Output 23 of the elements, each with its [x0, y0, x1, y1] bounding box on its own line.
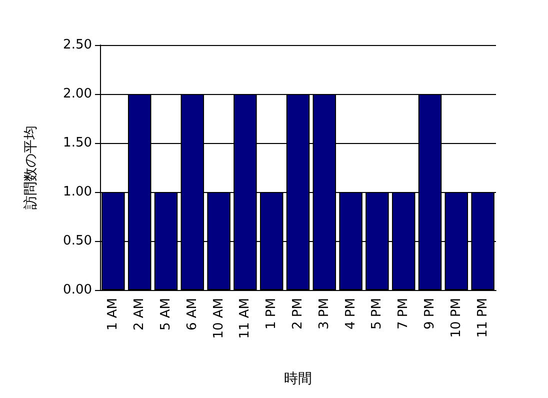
x-tick-label: 11 AM	[238, 298, 253, 339]
x-tick-label: 2 AM	[132, 298, 148, 331]
y-tick-label: 2.00	[63, 86, 92, 102]
x-tick-label: 1 PM	[264, 298, 280, 330]
x-tick-label: 7 PM	[396, 298, 412, 330]
x-tick-label: 5 PM	[370, 298, 385, 330]
y-tick-label: 1.50	[63, 136, 92, 150]
y-tick-label: 0.50	[63, 234, 92, 248]
x-tick-label: 5 AM	[158, 298, 174, 331]
y-tick-label: 0.00	[63, 282, 92, 298]
y-tick-label: 1.00	[63, 184, 92, 200]
x-axis-title: 時間	[284, 371, 312, 387]
x-tick-label: 3 PM	[316, 298, 332, 330]
x-tick-label: 9 PM	[422, 298, 438, 330]
x-tick-label: 10 AM	[211, 298, 226, 339]
x-tick-label: 11 PM	[475, 298, 490, 338]
x-tick-label: 10 PM	[448, 298, 464, 338]
x-tick-label: 4 PM	[343, 298, 358, 330]
x-tick-label: 1 AM	[106, 298, 121, 331]
y-tick-label: 2.50	[63, 38, 92, 52]
y-axis-title: 訪問数の平均	[23, 126, 39, 210]
x-tick-label: 2 PM	[290, 298, 306, 330]
x-tick-label: 6 AM	[184, 298, 200, 331]
